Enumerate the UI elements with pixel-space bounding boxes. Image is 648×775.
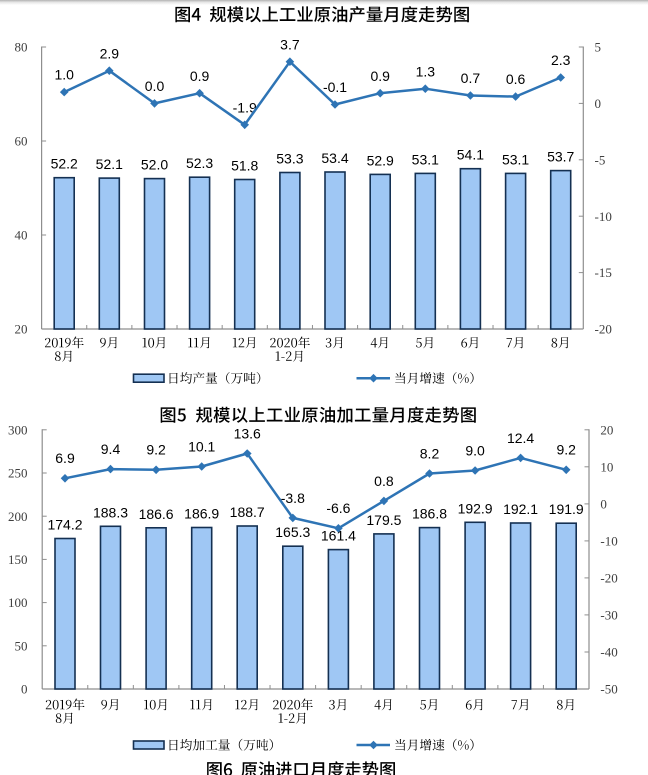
svg-text:186.9: 186.9 [184,506,219,522]
svg-text:-1.9: -1.9 [233,99,257,115]
svg-text:53.3: 53.3 [276,151,303,167]
svg-text:52.2: 52.2 [51,156,78,172]
svg-text:150: 150 [8,552,28,567]
svg-text:188.3: 188.3 [93,504,128,520]
svg-text:2.3: 2.3 [551,52,571,68]
svg-text:20: 20 [15,322,28,337]
svg-text:-30: -30 [600,608,617,623]
svg-text:-20: -20 [595,322,612,337]
svg-text:-10: -10 [600,533,617,548]
svg-text:52.3: 52.3 [186,155,213,171]
svg-text:8.2: 8.2 [420,445,440,461]
svg-text:53.1: 53.1 [412,151,439,167]
svg-text:-5: -5 [595,152,606,167]
svg-text:5: 5 [595,40,602,55]
svg-text:2.9: 2.9 [100,45,120,61]
svg-text:200: 200 [8,509,28,524]
svg-text:40: 40 [15,228,28,243]
svg-text:10: 10 [600,459,613,474]
svg-text:9.0: 9.0 [465,442,485,458]
svg-text:192.1: 192.1 [503,501,538,517]
svg-text:161.4: 161.4 [321,528,356,544]
svg-text:1.3: 1.3 [416,63,436,79]
svg-text:52.1: 52.1 [96,156,123,172]
svg-text:-20: -20 [600,571,617,586]
svg-text:0.8: 0.8 [374,473,394,489]
svg-text:0: 0 [600,496,607,511]
svg-text:0.9: 0.9 [190,68,210,84]
svg-text:0: 0 [595,96,602,111]
svg-text:52.9: 52.9 [367,152,394,168]
svg-text:1.0: 1.0 [54,67,74,83]
svg-text:-40: -40 [600,645,617,660]
svg-text:13.6: 13.6 [234,425,261,441]
svg-text:53.4: 53.4 [321,150,348,166]
svg-text:-15: -15 [595,265,612,280]
svg-text:12.4: 12.4 [507,430,534,446]
svg-text:250: 250 [8,466,28,481]
svg-text:54.1: 54.1 [457,147,484,163]
svg-text:300: 300 [8,422,28,437]
svg-text:0.0: 0.0 [145,78,165,94]
svg-text:60: 60 [15,134,28,149]
svg-text:191.9: 191.9 [549,501,584,517]
svg-text:9.2: 9.2 [146,442,166,458]
svg-text:0.9: 0.9 [370,68,390,84]
svg-text:192.9: 192.9 [458,500,493,516]
svg-text:20: 20 [600,422,613,437]
svg-text:100: 100 [8,595,28,610]
svg-text:52.0: 52.0 [141,157,168,173]
svg-text:6.9: 6.9 [55,450,75,466]
svg-text:179.5: 179.5 [366,512,401,528]
svg-text:188.7: 188.7 [230,504,265,520]
svg-text:0.7: 0.7 [461,70,481,86]
svg-text:9.2: 9.2 [556,442,576,458]
svg-text:10.1: 10.1 [188,438,215,454]
svg-text:9.4: 9.4 [101,441,121,457]
svg-text:-0.1: -0.1 [323,79,347,95]
svg-text:50: 50 [15,638,28,653]
svg-text:186.8: 186.8 [412,506,447,522]
svg-text:186.6: 186.6 [139,506,174,522]
svg-text:80: 80 [15,40,28,55]
svg-text:53.1: 53.1 [502,151,529,167]
svg-text:51.8: 51.8 [231,158,258,174]
svg-text:-3.8: -3.8 [281,490,305,506]
svg-text:174.2: 174.2 [47,517,82,533]
svg-text:-6.6: -6.6 [326,500,350,516]
svg-text:0.6: 0.6 [506,71,526,87]
svg-text:3.7: 3.7 [280,36,300,52]
svg-text:-50: -50 [600,682,617,697]
svg-text:165.3: 165.3 [275,524,310,540]
svg-text:-10: -10 [595,209,612,224]
svg-text:0: 0 [21,682,28,697]
svg-text:53.7: 53.7 [547,149,574,165]
